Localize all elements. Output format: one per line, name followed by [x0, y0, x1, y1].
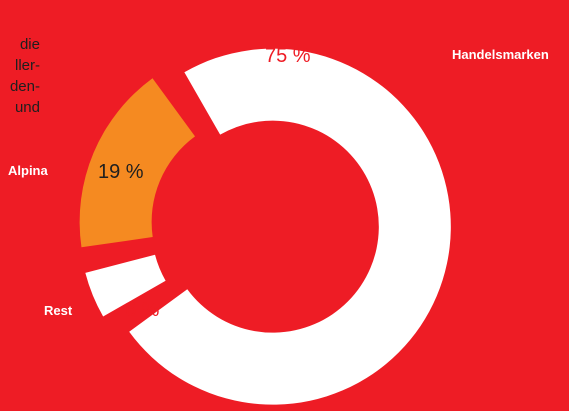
intro-text-line: und	[14, 99, 40, 116]
intro-text-line: den-	[9, 78, 40, 95]
intro-text-line: die	[19, 36, 40, 53]
intro-text-line: ller-	[15, 57, 40, 74]
donut-slice-handelsmarken	[129, 48, 451, 405]
slice-value-rest: 6 %	[125, 299, 160, 321]
donut-slice-rest	[85, 254, 166, 317]
slice-label-alpina: Alpina	[8, 163, 48, 178]
slice-label-rest: Rest	[44, 303, 73, 318]
slice-value-alpina: 19 %	[98, 161, 144, 183]
slice-value-handelsmarken: 75 %	[265, 45, 311, 67]
slice-label-handelsmarken: Handelsmarken	[452, 47, 549, 62]
donut-slice-alpina	[79, 78, 196, 248]
